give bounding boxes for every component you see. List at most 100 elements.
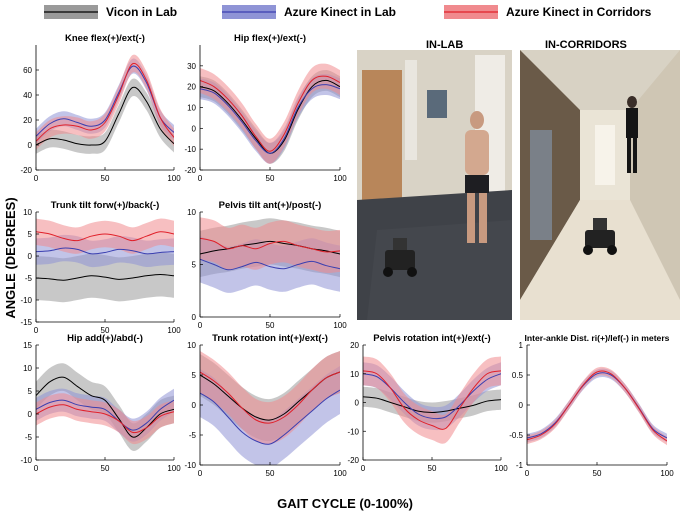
x-tick-label: 50 [266, 469, 275, 478]
y-tick-label: 15 [23, 341, 32, 350]
y-tick-label: 20 [350, 341, 359, 350]
line-azure-kinect-in-lab [200, 389, 340, 445]
band-azure-kinect-in-corridors [200, 63, 340, 164]
y-tick-label: 10 [187, 208, 196, 217]
panel-hip-flex-ext: -20 -10 0 10 20 30 0 50 100 Hip flex(+)/ext(-) [184, 33, 347, 183]
panel-hip-add-abd: -10 -5 0 5 10 15 0 50 100 Hip add(+)/abd(-) [20, 333, 181, 473]
line-vicon-in-lab [36, 376, 174, 438]
y-tick-label: 5 [28, 230, 33, 239]
y-tick-label: -10 [20, 296, 32, 305]
panel-title: Inter-ankle Dist. ri(+)/lef(-) in meters [525, 333, 670, 343]
x-tick-label: 0 [34, 326, 39, 335]
y-tick-label: -5 [25, 433, 33, 442]
y-tick-label: 0 [28, 410, 33, 419]
lab-photo [357, 50, 512, 320]
x-tick-label: 100 [333, 174, 347, 183]
y-tick-label: -20 [184, 166, 196, 175]
x-tick-label: 100 [167, 464, 181, 473]
line-azure-kinect-in-lab [363, 373, 501, 420]
y-tick-label: -10 [347, 427, 359, 436]
y-tick-label: 0 [192, 313, 197, 322]
y-tick-label: 5 [192, 261, 197, 270]
y-tick-label: -1 [516, 461, 524, 470]
x-tick-label: 0 [525, 469, 530, 478]
band-azure-kinect-in-corridors [36, 54, 174, 150]
band-azure-kinect-in-corridors [363, 356, 501, 444]
x-tick-label: 0 [34, 174, 39, 183]
x-tick-label: 0 [198, 321, 203, 330]
y-tick-label: -20 [347, 456, 359, 465]
y-tick-label: -20 [20, 166, 32, 175]
y-tick-label: 5 [28, 387, 33, 396]
door-icon [362, 70, 402, 200]
y-tick-label: 0 [192, 401, 197, 410]
y-tick-label: -5 [189, 431, 197, 440]
y-tick-label: 20 [23, 116, 32, 125]
y-tick-label: 10 [187, 341, 196, 350]
band-vicon-in-lab [36, 78, 174, 154]
line-azure-kinect-in-corridors [36, 231, 174, 242]
legend-label-azure-kinect-in-lab: Azure Kinect in Lab [284, 5, 396, 19]
line-azure-kinect-in-corridors [200, 75, 340, 152]
panel-inter-ankle-dist-ri-lef-in-meters: -1 -0.5 0 0.5 1 0 50 100 Inter-ankle Dist. ri(+)… [509, 333, 674, 478]
line-azure-kinect-in-corridors [36, 404, 174, 434]
y-tick-label: -10 [184, 145, 196, 154]
x-tick-label: 50 [428, 464, 437, 473]
line-azure-kinect-in-lab [36, 65, 174, 137]
y-tick-label: 10 [187, 104, 196, 113]
legend-label-azure-kinect-in-corridors: Azure Kinect in Corridors [506, 5, 652, 19]
line-azure-kinect-in-lab [36, 399, 174, 431]
legend: Vicon in Lab Azure Kinect in Lab Azure Kin… [44, 5, 652, 19]
y-tick-label: 0 [28, 252, 33, 261]
y-tick-label: 0 [28, 141, 33, 150]
line-vicon-in-lab [36, 86, 174, 146]
corridor-photo-label: IN-CORRIDORS [545, 39, 627, 51]
x-tick-label: 50 [101, 174, 110, 183]
x-tick-label: 100 [660, 469, 674, 478]
y-tick-label: 1 [519, 341, 524, 350]
line-azure-kinect-in-corridors [200, 237, 340, 253]
line-azure-kinect-in-lab [36, 247, 174, 255]
y-tick-label: 0 [192, 124, 197, 133]
panel-title: Trunk rotation int(+)/ext(-) [212, 333, 328, 344]
panel-title: Pelvis rotation int(+)/ext(-) [373, 333, 490, 344]
panel-title: Trunk tilt forw(+)/back(-) [51, 200, 159, 211]
line-azure-kinect-in-corridors [36, 62, 174, 142]
y-tick-label: 5 [192, 371, 197, 380]
x-tick-label: 0 [34, 464, 39, 473]
panel-pelvis-rotation-int-ext: -20 -10 0 10 20 0 50 100 Pelvis rotation int(+)/… [347, 333, 508, 473]
plot-area [527, 345, 667, 465]
panel-title: Hip add(+)/abd(-) [67, 333, 143, 344]
y-tick-label: 0 [519, 401, 524, 410]
panel-title: Pelvis tilt ant(+)/post(-) [219, 200, 322, 211]
line-azure-kinect-in-corridors [200, 371, 340, 424]
x-tick-label: 0 [198, 469, 203, 478]
y-tick-label: 0.5 [512, 371, 524, 380]
y-tick-label: 20 [187, 83, 196, 92]
x-tick-label: 50 [266, 321, 275, 330]
line-vicon-in-lab [36, 273, 174, 281]
y-tick-label: 60 [23, 66, 32, 75]
y-tick-label: 40 [23, 91, 32, 100]
y-tick-label: -5 [25, 274, 33, 283]
band-azure-kinect-in-corridors [527, 366, 667, 446]
x-axis-title: GAIT CYCLE (0-100%) [277, 496, 413, 511]
line-vicon-in-lab [363, 396, 501, 414]
x-tick-label: 0 [198, 174, 203, 183]
x-tick-label: 100 [167, 326, 181, 335]
line-azure-kinect-in-lab [200, 84, 340, 154]
x-tick-label: 100 [333, 469, 347, 478]
legend-label-vicon-in-lab: Vicon in Lab [106, 5, 177, 19]
lab-photo-label: IN-LAB [426, 39, 464, 51]
line-azure-kinect-in-corridors [363, 370, 501, 430]
y-tick-label: -15 [20, 318, 32, 327]
band-azure-kinect-in-corridors [36, 218, 174, 254]
band-azure-kinect-in-lab [200, 366, 340, 465]
y-tick-label: 30 [187, 62, 196, 71]
